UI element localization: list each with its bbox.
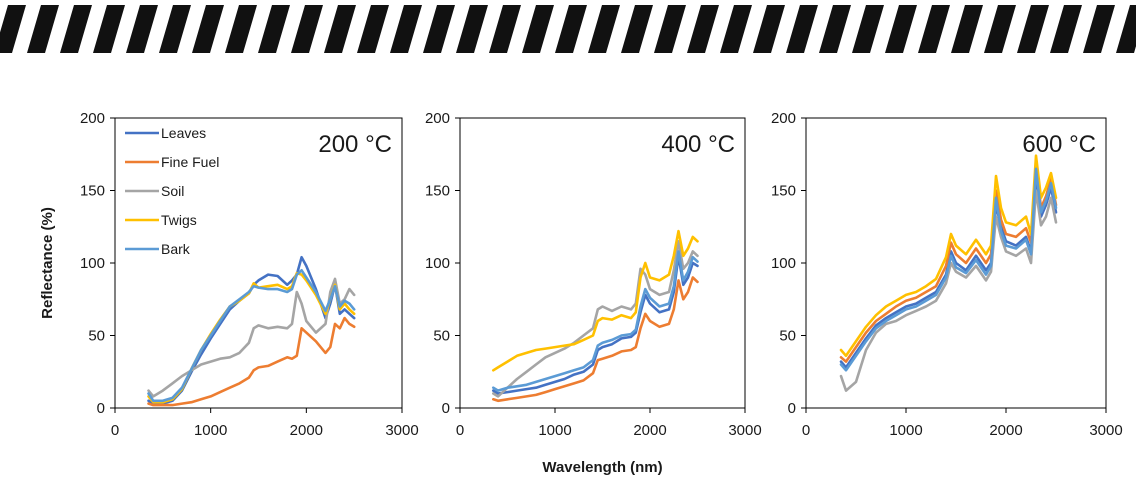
- stripe-shape: [753, 5, 785, 53]
- stripe-shape: [918, 5, 950, 53]
- series-line-bark: [491, 250, 699, 392]
- stripe-shape: [423, 5, 455, 53]
- series-line-soil: [839, 189, 1058, 392]
- stripe-shape: [522, 5, 554, 53]
- x-tick-label: 2000: [989, 422, 1022, 439]
- stripe-shape: [159, 5, 191, 53]
- temperature-label-600c: 600 °C: [1022, 131, 1096, 158]
- legend-label-leaves: Leaves: [161, 125, 206, 141]
- series-line-soil: [147, 277, 356, 398]
- y-tick-label: 150: [771, 183, 796, 200]
- stripe-shape: [1017, 5, 1049, 53]
- series-line-bark: [147, 268, 356, 403]
- y-tick-label: 150: [80, 183, 105, 200]
- x-tick-label: 3000: [1089, 422, 1122, 439]
- x-tick-label: 2000: [290, 422, 323, 439]
- y-tick-label: 200: [425, 110, 450, 127]
- stripe-shape: [1050, 5, 1082, 53]
- stripe-shape: [621, 5, 653, 53]
- stripe-shape: [192, 5, 224, 53]
- stripe-shape: [852, 5, 884, 53]
- stripe-shape: [885, 5, 917, 53]
- legend-label-twigs: Twigs: [161, 212, 197, 228]
- y-tick-label: 50: [779, 328, 796, 345]
- x-tick-label: 0: [456, 422, 464, 439]
- x-tick-label: 1000: [889, 422, 922, 439]
- stripe-shape: [93, 5, 125, 53]
- stripe-shape: [1116, 5, 1136, 53]
- temperature-label-400c: 400 °C: [661, 131, 735, 158]
- stripe-shape: [225, 5, 257, 53]
- stripe-shape: [0, 5, 26, 53]
- stripe-shape: [951, 5, 983, 53]
- stripe-shape: [555, 5, 587, 53]
- stripe-shape: [654, 5, 686, 53]
- y-tick-label: 50: [88, 328, 105, 345]
- legend-label-soil: Soil: [161, 183, 184, 199]
- legend-label-fine-fuel: Fine Fuel: [161, 154, 219, 170]
- x-tick-label: 0: [111, 422, 119, 439]
- stripe-shape: [588, 5, 620, 53]
- stripe-shape: [819, 5, 851, 53]
- stripe-shape: [489, 5, 521, 53]
- series-line-bark: [839, 167, 1058, 372]
- x-tick-label: 2000: [633, 422, 666, 439]
- y-tick-label: 100: [425, 255, 450, 272]
- stripe-shape: [258, 5, 290, 53]
- x-tick-label: 3000: [728, 422, 761, 439]
- y-tick-label: 0: [97, 400, 105, 417]
- stripe-shape: [1083, 5, 1115, 53]
- x-tick-label: 1000: [194, 422, 227, 439]
- x-axis-title: Wavelength (nm): [542, 459, 662, 476]
- stripe-shape: [720, 5, 752, 53]
- stripe-shape: [291, 5, 323, 53]
- y-tick-label: 200: [771, 110, 796, 127]
- x-tick-label: 3000: [385, 422, 418, 439]
- stripe-shape: [60, 5, 92, 53]
- series-line-fine-fuel: [147, 316, 356, 407]
- temperature-label-200c: 200 °C: [318, 131, 392, 158]
- x-tick-label: 1000: [538, 422, 571, 439]
- y-tick-label: 200: [80, 110, 105, 127]
- stripe-shape: [456, 5, 488, 53]
- series-line-twigs: [491, 229, 699, 372]
- y-axis-title: Reflectance (%): [39, 207, 56, 319]
- y-tick-label: 0: [788, 400, 796, 417]
- x-tick-label: 0: [802, 422, 810, 439]
- y-tick-label: 150: [425, 183, 450, 200]
- stripe-shape: [786, 5, 818, 53]
- series-line-soil: [491, 240, 699, 398]
- stripe-shape: [357, 5, 389, 53]
- striped-banner: [0, 5, 1136, 53]
- series-line-leaves: [147, 255, 356, 405]
- y-tick-label: 50: [433, 328, 450, 345]
- stripe-shape: [324, 5, 356, 53]
- series-line-fine-fuel: [491, 276, 699, 403]
- stripe-shape: [984, 5, 1016, 53]
- stripe-shape: [687, 5, 719, 53]
- legend-label-bark: Bark: [161, 241, 191, 257]
- stripe-shape: [126, 5, 158, 53]
- y-tick-label: 0: [442, 400, 450, 417]
- stripe-shape: [390, 5, 422, 53]
- y-tick-label: 100: [80, 255, 105, 272]
- stripe-shape: [27, 5, 59, 53]
- y-tick-label: 100: [771, 255, 796, 272]
